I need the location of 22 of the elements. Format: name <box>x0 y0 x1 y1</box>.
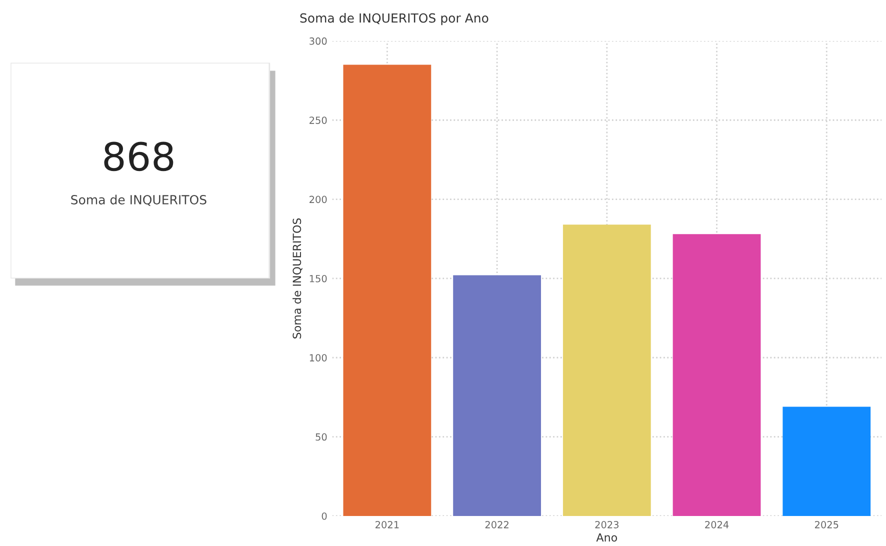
y-tick-label: 250 <box>310 116 327 124</box>
bar <box>453 275 541 516</box>
x-axis-title: Ano <box>596 533 618 542</box>
bar <box>562 224 651 516</box>
text: 868 <box>104 142 174 172</box>
x-tick-label: 2022 <box>485 521 508 528</box>
y-tick-label: 150 <box>310 274 327 282</box>
y-tick-label: 100 <box>310 354 327 362</box>
chart-title: Soma de INQUERITOS por Ano <box>300 13 488 26</box>
y-tick-label: 200 <box>310 196 327 204</box>
y-tick-label: 50 <box>316 433 327 441</box>
x-tick-label: 2024 <box>705 521 729 528</box>
text: Soma de INQUERITOS <box>71 194 206 206</box>
y-axis-title: Soma de INQUERITOS <box>292 218 302 338</box>
x-tick-label: 2021 <box>376 521 399 528</box>
x-tick-label: 2025 <box>814 521 838 528</box>
y-tick-label: 300 <box>310 37 327 45</box>
bar <box>672 234 761 516</box>
bar <box>343 64 432 516</box>
x-tick-label: 2023 <box>595 521 618 528</box>
y-tick-label: 0 <box>322 512 327 520</box>
bar <box>782 406 871 516</box>
